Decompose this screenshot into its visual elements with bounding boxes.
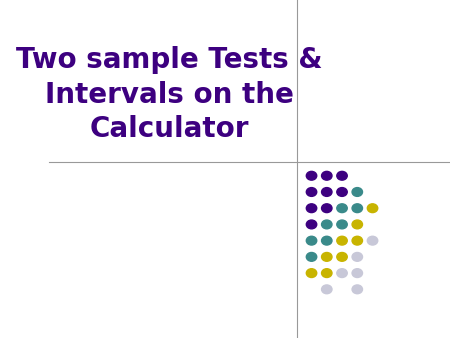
Circle shape [337, 269, 347, 277]
Text: Two sample Tests &
Intervals on the
Calculator: Two sample Tests & Intervals on the Calc… [16, 46, 322, 143]
Circle shape [352, 269, 363, 277]
Circle shape [352, 252, 363, 261]
Circle shape [306, 252, 317, 261]
Circle shape [322, 285, 332, 294]
Circle shape [322, 252, 332, 261]
Circle shape [306, 236, 317, 245]
Circle shape [322, 171, 332, 180]
Circle shape [337, 220, 347, 229]
Circle shape [306, 220, 317, 229]
Circle shape [322, 204, 332, 213]
Circle shape [337, 252, 347, 261]
Circle shape [306, 188, 317, 196]
Circle shape [337, 188, 347, 196]
Circle shape [322, 236, 332, 245]
Circle shape [367, 204, 378, 213]
Circle shape [337, 171, 347, 180]
Circle shape [322, 188, 332, 196]
Circle shape [352, 204, 363, 213]
Circle shape [352, 236, 363, 245]
Circle shape [322, 269, 332, 277]
Circle shape [306, 204, 317, 213]
Circle shape [352, 220, 363, 229]
Circle shape [322, 220, 332, 229]
Circle shape [337, 236, 347, 245]
Circle shape [367, 236, 378, 245]
Circle shape [337, 204, 347, 213]
Circle shape [306, 269, 317, 277]
Circle shape [352, 188, 363, 196]
Circle shape [306, 171, 317, 180]
Circle shape [352, 285, 363, 294]
